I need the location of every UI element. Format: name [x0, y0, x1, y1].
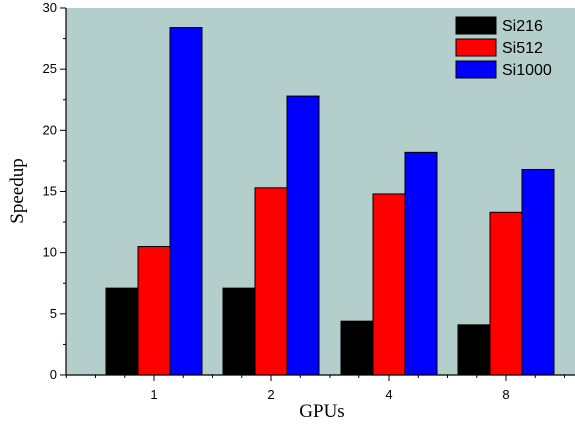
y-tick-label: 10: [43, 245, 57, 260]
legend-swatch-si216: [455, 16, 497, 35]
y-tick-label: 20: [43, 122, 57, 137]
bar-si1000-gpu-2: [286, 95, 320, 376]
bar-si512-gpu-2: [254, 187, 288, 376]
bar-si1000-gpu-1: [169, 27, 203, 376]
bar-si216-gpu-4: [340, 320, 374, 376]
bar-si216-gpu-2: [222, 287, 256, 376]
legend-label-si512: Si512: [502, 40, 543, 57]
bar-si512-gpu-8: [489, 211, 523, 376]
y-tick-label: 25: [43, 61, 57, 76]
legend-swatch-si1000: [455, 60, 497, 79]
legend-swatch-si512: [455, 38, 497, 57]
legend: Si216 Si512 Si1000: [455, 16, 552, 79]
x-tick-label: 4: [385, 387, 392, 402]
bar-si1000-gpu-4: [404, 151, 438, 376]
bar-si1000-gpu-8: [521, 168, 555, 376]
bar-si512-gpu-4: [372, 193, 406, 376]
axes: 0 5 10 15 20 25 30 1 2 4 8: [43, 0, 575, 402]
x-tick-label: 8: [502, 387, 509, 402]
bar-si216-gpu-1: [105, 287, 139, 376]
x-tick-label: 1: [150, 387, 157, 402]
x-tick-label: 2: [267, 387, 274, 402]
y-tick-label: 15: [43, 184, 57, 199]
y-tick-label: 5: [50, 306, 57, 321]
bar-si216-gpu-8: [457, 324, 491, 376]
bars: [105, 27, 555, 376]
bar-si512-gpu-1: [137, 246, 171, 376]
y-axis-title: Speedup: [7, 158, 28, 223]
y-tick-label: 0: [50, 367, 57, 382]
y-tick-label: 30: [43, 0, 57, 15]
x-axis-title: GPUs: [299, 401, 344, 422]
legend-label-si1000: Si1000: [502, 62, 552, 79]
legend-label-si216: Si216: [502, 18, 543, 35]
